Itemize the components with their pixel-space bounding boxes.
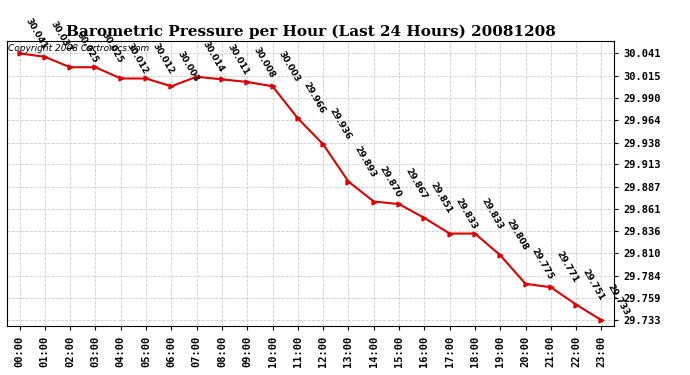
Text: 30.041: 30.041	[23, 16, 49, 51]
Title: Barometric Pressure per Hour (Last 24 Hours) 20081208: Barometric Pressure per Hour (Last 24 Ho…	[66, 24, 555, 39]
Text: 30.012: 30.012	[125, 42, 150, 76]
Text: 29.936: 29.936	[327, 107, 353, 141]
Text: 29.733: 29.733	[606, 283, 631, 317]
Text: 30.003: 30.003	[175, 50, 200, 84]
Text: 30.025: 30.025	[99, 30, 125, 64]
Text: 30.014: 30.014	[201, 40, 226, 74]
Text: 29.775: 29.775	[530, 246, 555, 281]
Text: 29.966: 29.966	[302, 81, 327, 116]
Text: 29.870: 29.870	[378, 164, 403, 199]
Text: 29.808: 29.808	[504, 218, 529, 252]
Text: 29.833: 29.833	[454, 196, 479, 231]
Text: 30.011: 30.011	[226, 42, 251, 76]
Text: 29.851: 29.851	[428, 181, 454, 215]
Text: 29.893: 29.893	[353, 144, 378, 179]
Text: Copyright 2008 Cartronics.com: Copyright 2008 Cartronics.com	[8, 44, 149, 53]
Text: 29.867: 29.867	[403, 166, 428, 201]
Text: 29.751: 29.751	[580, 267, 606, 302]
Text: 30.003: 30.003	[277, 50, 302, 84]
Text: 29.833: 29.833	[479, 196, 504, 231]
Text: 30.037: 30.037	[49, 20, 74, 54]
Text: 30.025: 30.025	[75, 30, 99, 64]
Text: 29.771: 29.771	[555, 250, 580, 285]
Text: 30.012: 30.012	[150, 42, 175, 76]
Text: 30.008: 30.008	[251, 45, 276, 79]
